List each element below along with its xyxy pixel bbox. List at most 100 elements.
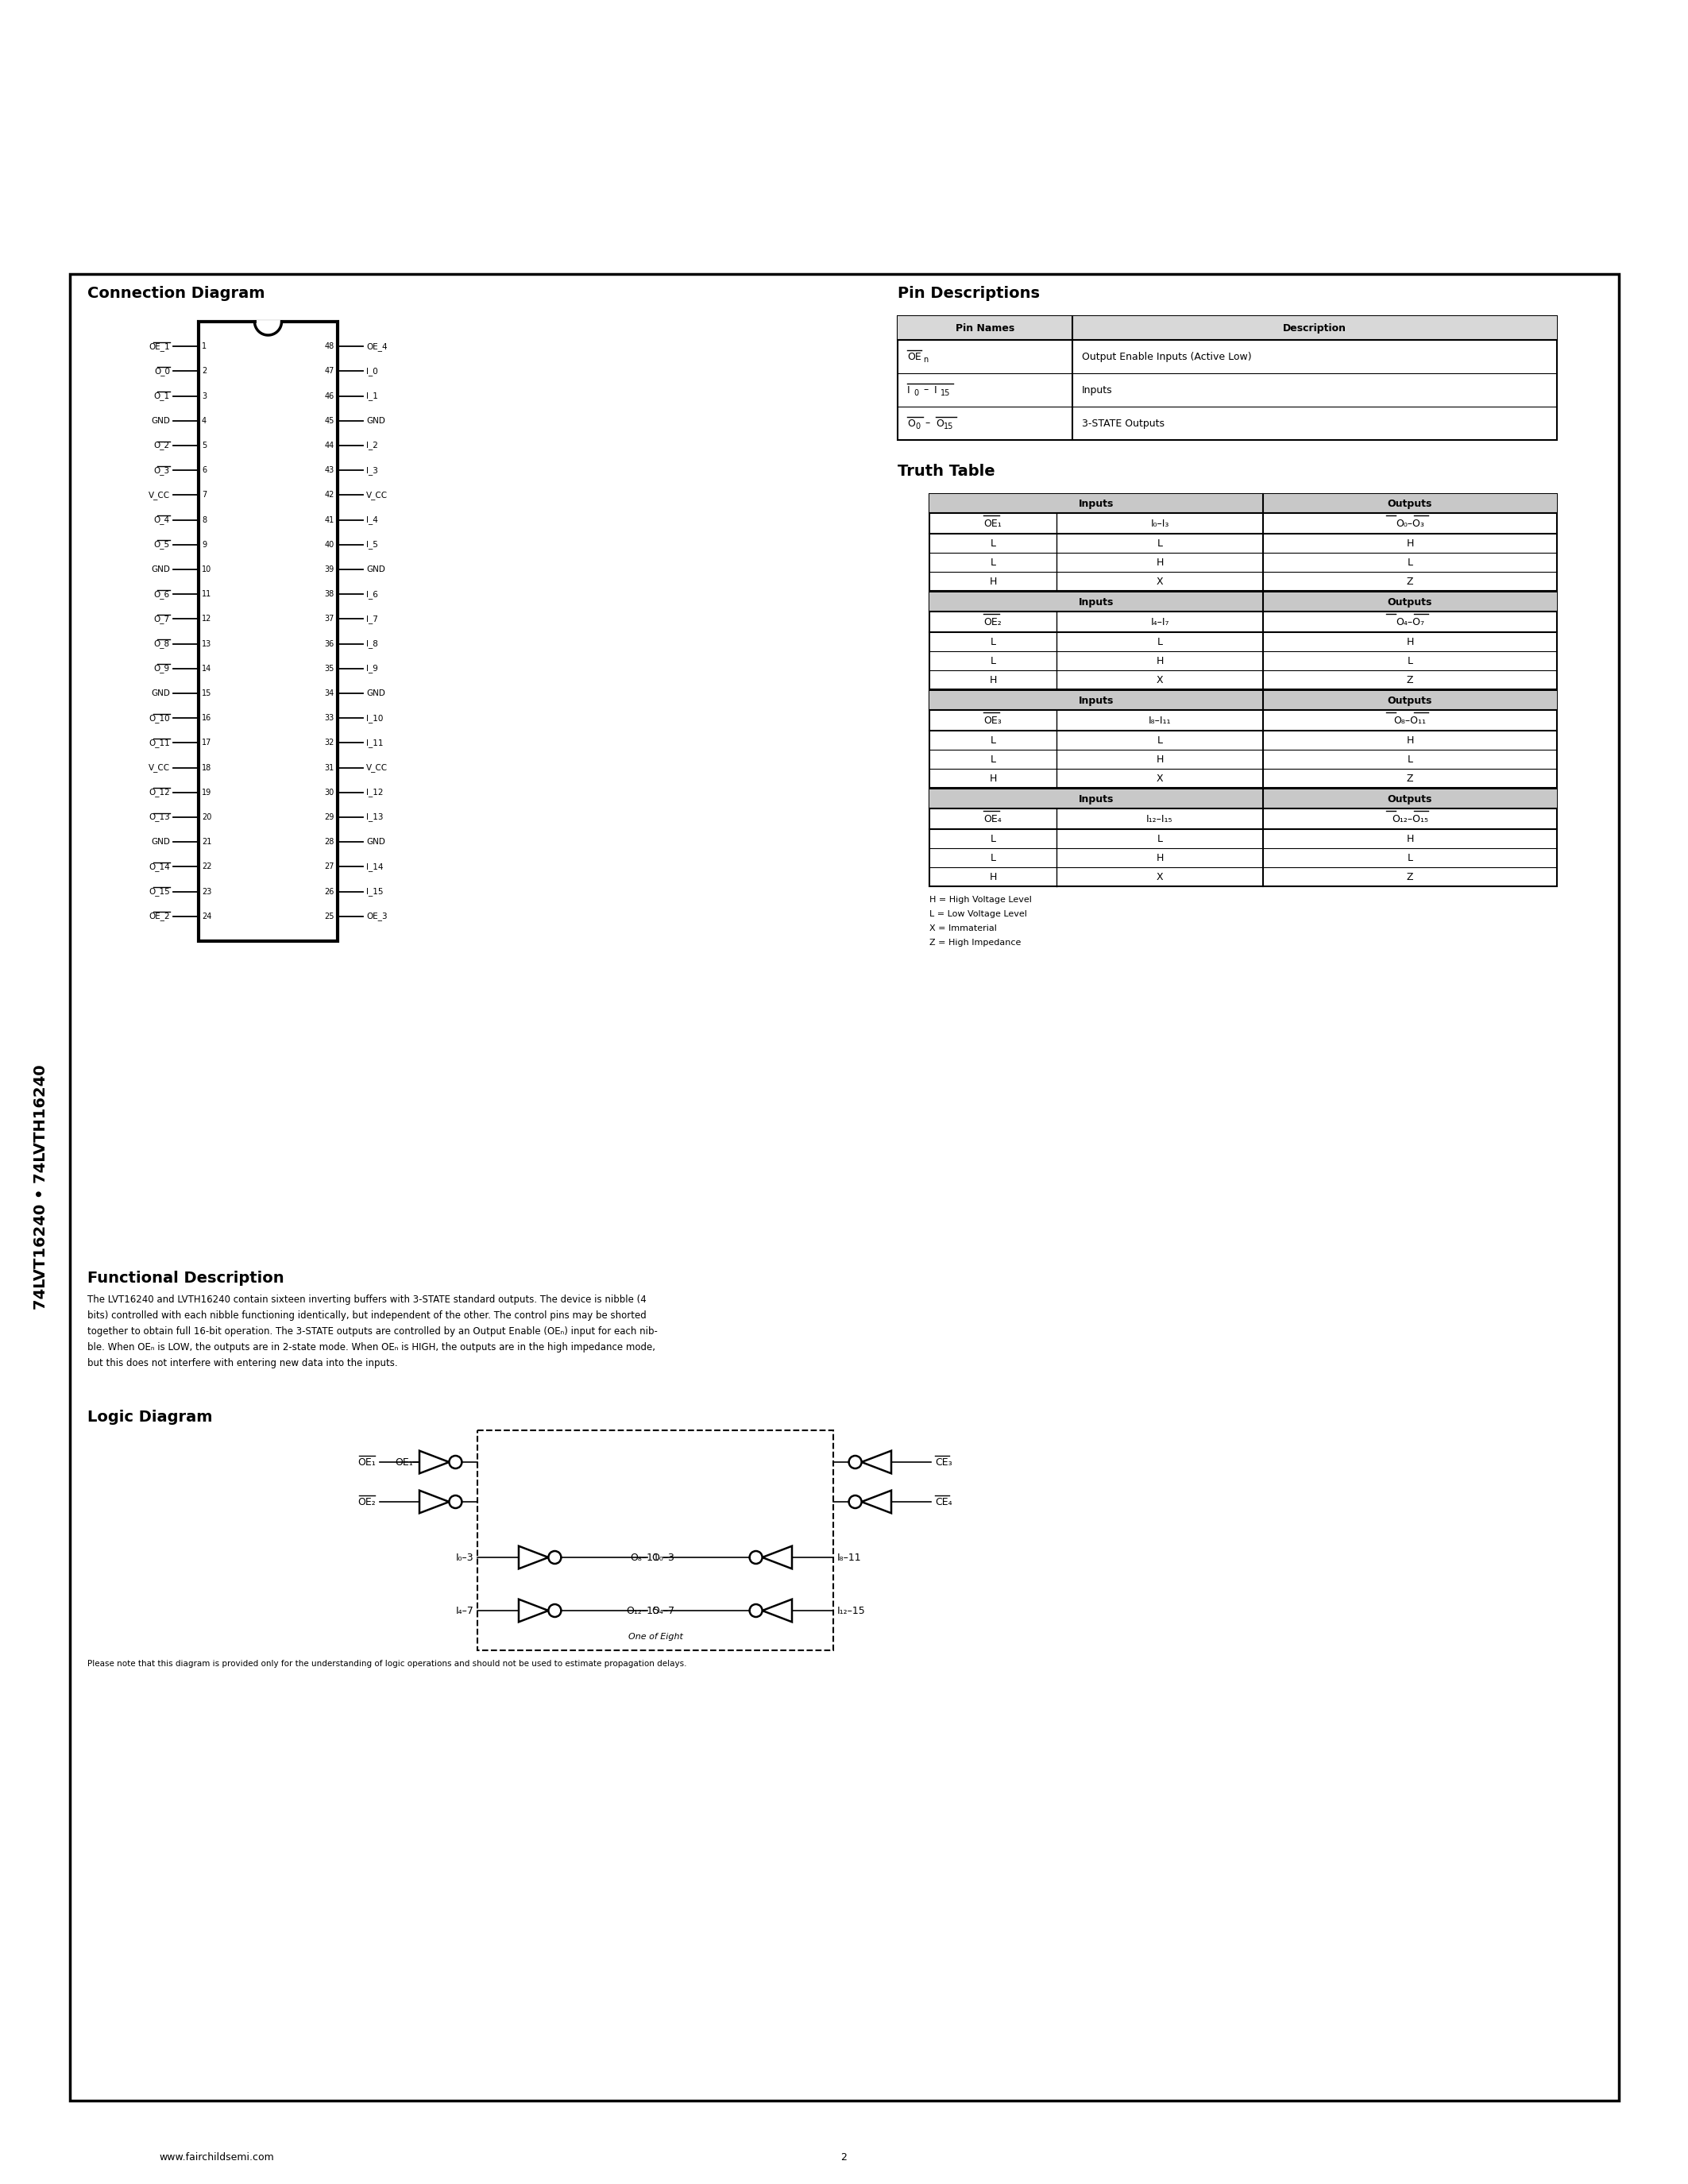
- Text: 11: 11: [203, 590, 211, 598]
- Text: O₈–11: O₈–11: [630, 1553, 660, 1562]
- Bar: [930, 788, 1556, 808]
- Text: Outputs: Outputs: [1388, 596, 1433, 607]
- Text: V_CC: V_CC: [149, 491, 170, 500]
- Text: GND: GND: [150, 690, 170, 697]
- Text: Functional Description: Functional Description: [88, 1271, 284, 1286]
- Text: 9: 9: [203, 542, 206, 548]
- Text: Description: Description: [1283, 323, 1347, 334]
- Text: GND: GND: [366, 566, 385, 574]
- Text: H: H: [989, 871, 996, 882]
- Text: I_3: I_3: [366, 465, 378, 474]
- Text: 0: 0: [913, 389, 918, 397]
- Bar: [898, 317, 1556, 439]
- Text: Inputs: Inputs: [1079, 695, 1114, 705]
- Text: I₀–I₃: I₀–I₃: [1151, 518, 1170, 529]
- Text: 23: 23: [203, 887, 211, 895]
- Text: O₄–O₇: O₄–O₇: [1396, 616, 1425, 627]
- Text: I_10: I_10: [366, 714, 383, 723]
- Text: 18: 18: [203, 764, 211, 771]
- Text: I₁₂–15: I₁₂–15: [837, 1605, 866, 1616]
- Text: O: O: [906, 417, 915, 428]
- Text: 15: 15: [203, 690, 211, 697]
- Text: 38: 38: [324, 590, 334, 598]
- Text: 21: 21: [203, 839, 211, 845]
- Text: 36: 36: [324, 640, 334, 649]
- Text: but this does not interfere with entering new data into the inputs.: but this does not interfere with enterin…: [88, 1358, 398, 1369]
- Text: O: O: [935, 417, 944, 428]
- Text: O_10: O_10: [149, 714, 170, 723]
- Text: 24: 24: [203, 913, 211, 919]
- Text: 4: 4: [203, 417, 206, 424]
- Text: Inputs: Inputs: [1079, 498, 1114, 509]
- Text: www.fairchildsemi.com: www.fairchildsemi.com: [159, 2151, 273, 2162]
- Text: 14: 14: [203, 664, 211, 673]
- Text: I_5: I_5: [366, 539, 378, 548]
- Text: L: L: [991, 537, 996, 548]
- Text: V_CC: V_CC: [366, 491, 388, 500]
- Text: 41: 41: [324, 515, 334, 524]
- Text: 35: 35: [324, 664, 334, 673]
- Text: X = Immaterial: X = Immaterial: [930, 924, 998, 933]
- Text: O_14: O_14: [149, 863, 170, 871]
- Text: I₁₂–I₁₅: I₁₂–I₁₅: [1146, 815, 1173, 823]
- Text: I: I: [933, 384, 937, 395]
- Text: I_7: I_7: [366, 614, 378, 622]
- Text: Outputs: Outputs: [1388, 793, 1433, 804]
- Text: GND: GND: [150, 417, 170, 424]
- Text: 29: 29: [324, 812, 334, 821]
- Text: 22: 22: [203, 863, 211, 871]
- Text: I: I: [906, 384, 910, 395]
- Text: I_2: I_2: [366, 441, 378, 450]
- Bar: [930, 690, 1556, 710]
- Text: OE₂: OE₂: [984, 616, 1003, 627]
- Text: H: H: [1156, 655, 1163, 666]
- Text: I₈–11: I₈–11: [837, 1553, 861, 1562]
- Text: L: L: [991, 655, 996, 666]
- Bar: [930, 592, 1556, 690]
- Text: L: L: [1156, 537, 1163, 548]
- Text: 7: 7: [203, 491, 206, 500]
- Text: 3: 3: [203, 391, 206, 400]
- Text: Logic Diagram: Logic Diagram: [88, 1409, 213, 1424]
- Text: Outputs: Outputs: [1388, 498, 1433, 509]
- Text: X: X: [1156, 577, 1163, 587]
- Text: 3-STATE Outputs: 3-STATE Outputs: [1082, 417, 1165, 428]
- Text: One of Eight: One of Eight: [628, 1634, 682, 1640]
- Text: Inputs: Inputs: [1079, 596, 1114, 607]
- Text: O_7: O_7: [154, 614, 170, 622]
- Text: O_3: O_3: [154, 465, 170, 474]
- Bar: [898, 317, 1556, 341]
- Text: L: L: [991, 557, 996, 568]
- Text: Please note that this diagram is provided only for the understanding of logic op: Please note that this diagram is provide…: [88, 1660, 687, 1669]
- Text: CE₃: CE₃: [935, 1457, 952, 1468]
- Text: Connection Diagram: Connection Diagram: [88, 286, 265, 301]
- Text: L: L: [1156, 636, 1163, 646]
- Text: 43: 43: [324, 467, 334, 474]
- Text: L: L: [1408, 852, 1413, 863]
- Text: O₈–O₁₁: O₈–O₁₁: [1394, 714, 1426, 725]
- Text: H: H: [1156, 557, 1163, 568]
- Text: I_4: I_4: [366, 515, 378, 524]
- Text: 33: 33: [324, 714, 334, 723]
- Text: Inputs: Inputs: [1082, 384, 1112, 395]
- Text: O₀–3: O₀–3: [652, 1553, 674, 1562]
- Text: 2: 2: [203, 367, 206, 376]
- Text: I_13: I_13: [366, 812, 383, 821]
- Text: 47: 47: [324, 367, 334, 376]
- Text: 10: 10: [203, 566, 211, 574]
- Text: Outputs: Outputs: [1388, 695, 1433, 705]
- Text: H: H: [989, 773, 996, 784]
- Text: 48: 48: [324, 343, 334, 349]
- Text: X: X: [1156, 675, 1163, 686]
- Text: 34: 34: [324, 690, 334, 697]
- Text: V_CC: V_CC: [366, 764, 388, 771]
- Text: 16: 16: [203, 714, 211, 723]
- Text: I_1: I_1: [366, 391, 378, 400]
- Text: O₁₂–15: O₁₂–15: [626, 1605, 660, 1616]
- Text: L: L: [991, 736, 996, 745]
- Bar: [930, 494, 1556, 513]
- Text: 13: 13: [203, 640, 211, 649]
- Text: 19: 19: [203, 788, 211, 797]
- Text: 74LVT16240 • 74LVTH16240: 74LVT16240 • 74LVTH16240: [34, 1066, 49, 1310]
- Text: OE₃: OE₃: [984, 714, 1003, 725]
